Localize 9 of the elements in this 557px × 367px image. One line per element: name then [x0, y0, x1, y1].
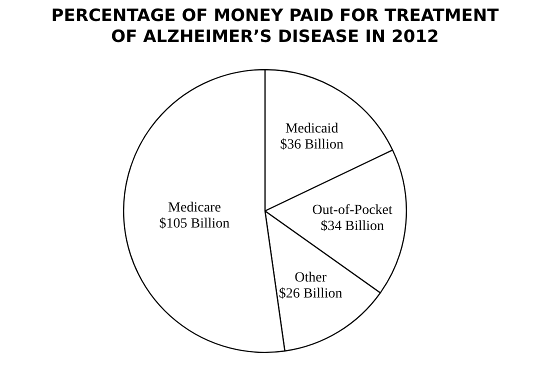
- slice-label: Medicare: [168, 200, 221, 216]
- data-label: $36 Billion: [280, 138, 344, 153]
- data-label: $34 Billion: [320, 219, 384, 234]
- slice-label: Medicaid: [285, 122, 338, 137]
- slice-label: Other: [294, 270, 327, 286]
- chart-title: PERCENTAGE OF MONEY PAID FOR TREATMENT OF ALZHEIMER’S DISEASE IN 2012: [50, 6, 500, 48]
- slice-label: Out-of-Pocket: [312, 203, 392, 218]
- data-label: $105 Billion: [159, 216, 230, 232]
- data-label: $26 Billion: [278, 286, 342, 302]
